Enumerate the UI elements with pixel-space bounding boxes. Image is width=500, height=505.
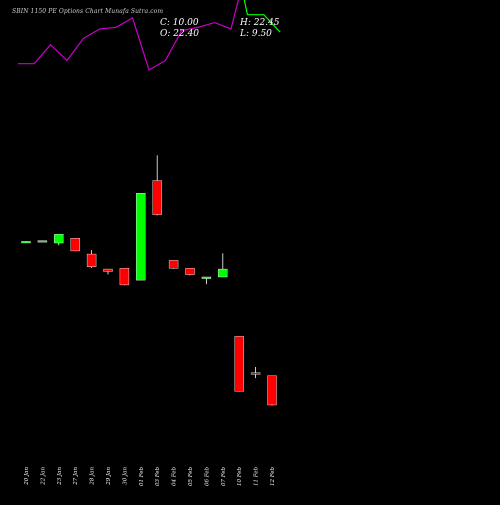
candles bbox=[21, 155, 277, 406]
chart-title: SBIN 1150 PE Options Chart Munafa Sutra.… bbox=[12, 8, 164, 15]
candle-body bbox=[70, 238, 80, 252]
x-tick-label: 27 Jan bbox=[73, 467, 79, 486]
magenta-line bbox=[17, 0, 239, 71]
x-tick-label: 06 Feb bbox=[204, 467, 210, 487]
candle-body bbox=[185, 268, 195, 275]
candle-body bbox=[54, 234, 64, 244]
candle-body bbox=[136, 193, 146, 281]
candle-body bbox=[234, 336, 244, 392]
candle-body bbox=[201, 276, 212, 279]
candle-body bbox=[152, 180, 162, 215]
x-tick-label: 05 Feb bbox=[188, 467, 194, 487]
x-tick-label: 07 Feb bbox=[221, 467, 227, 487]
candle-body bbox=[21, 241, 31, 244]
candle-body bbox=[250, 372, 261, 375]
candle-body bbox=[103, 268, 113, 272]
low-value: L: 9.50 bbox=[240, 29, 272, 39]
x-tick-label: 10 Feb bbox=[237, 467, 243, 487]
candle-body bbox=[37, 240, 48, 243]
x-tick-label: 20 Jan bbox=[24, 467, 30, 486]
x-tick-label: 12 Feb bbox=[270, 467, 276, 487]
x-tick-label: 30 Jan bbox=[122, 467, 128, 485]
x-tick-labels: 20 Jan 22 Jan 23 Jan 27 Jan 28 Jan 29 Jan 30 J… bbox=[24, 467, 276, 487]
candle-body bbox=[218, 268, 228, 278]
candle-body bbox=[86, 253, 97, 267]
x-tick-label: 28 Jan bbox=[90, 467, 96, 486]
candle-body bbox=[267, 375, 277, 406]
candle-body bbox=[119, 268, 130, 286]
open-value: O: 22.40 bbox=[160, 29, 200, 39]
x-tick-label: 22 Jan bbox=[40, 467, 46, 486]
high-value: H: 22.45 bbox=[240, 18, 280, 28]
indicator-lines bbox=[17, 0, 281, 71]
candle-body bbox=[168, 260, 179, 269]
x-tick-label: 04 Feb bbox=[172, 467, 178, 487]
x-tick-label: 01 Feb bbox=[139, 467, 145, 487]
x-tick-label: 29 Jan bbox=[106, 467, 112, 486]
x-tick-label: 23 Jan bbox=[57, 467, 63, 486]
x-tick-label: 11 Feb bbox=[254, 467, 260, 487]
close-value: C: 10.00 bbox=[160, 18, 199, 28]
x-tick-label: 03 Feb bbox=[155, 467, 161, 487]
